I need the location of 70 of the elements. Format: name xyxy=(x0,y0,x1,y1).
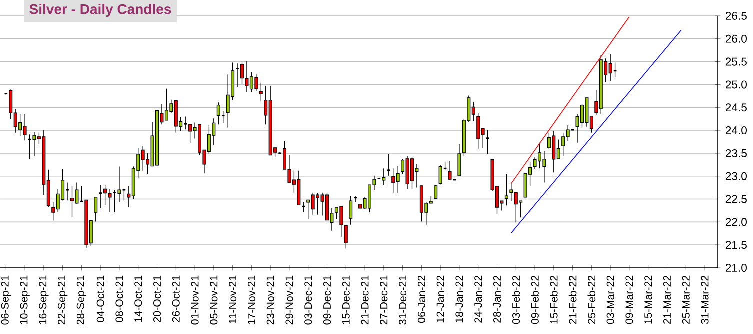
x-tick-label: 24-Jan-22 xyxy=(474,276,482,323)
candlestick xyxy=(122,189,126,201)
candlestick xyxy=(112,190,117,213)
candlestick xyxy=(302,202,306,212)
candlestick xyxy=(448,160,452,181)
x-tick-label: 09-Feb-22 xyxy=(531,276,539,324)
x-tick-label: 31-Mar-22 xyxy=(701,276,709,324)
y-tick-label: 22.5 xyxy=(726,195,747,204)
candlestick xyxy=(349,196,353,226)
x-tick-label: 23-Nov-21 xyxy=(266,276,274,325)
x-tick-label: 28-Jan-22 xyxy=(493,276,502,323)
y-tick-label: 23.5 xyxy=(726,149,747,158)
x-tick-label: 15-Feb-22 xyxy=(550,276,558,324)
x-tick-label: 15-Mar-22 xyxy=(644,276,652,324)
x-tick-label: 21-Mar-22 xyxy=(663,276,672,324)
y-tick-label: 23.0 xyxy=(726,172,747,180)
x-tick-label: 11-Nov-21 xyxy=(229,276,237,324)
y-tick-label: 22.0 xyxy=(726,218,747,226)
y-tick-label: 24.5 xyxy=(726,104,747,112)
x-tick-label: 01-Nov-21 xyxy=(191,276,199,325)
candlestick xyxy=(118,166,122,203)
x-tick-label: 06-Sep-21 xyxy=(1,276,11,325)
x-tick-label: 21-Feb-22 xyxy=(568,276,577,324)
candlestick xyxy=(108,188,112,213)
x-tick-label: 17-Nov-21 xyxy=(248,276,256,324)
x-tick-label: 22-Sep-21 xyxy=(58,276,68,325)
x-tick-label: 16-Sep-21 xyxy=(39,276,49,324)
y-tick-label: 25.5 xyxy=(726,58,747,66)
x-tick-label: 10-Sep-21 xyxy=(20,276,30,324)
y-tick-label: 24.0 xyxy=(726,126,747,135)
x-tick-label: 06-Jan-22 xyxy=(418,276,426,323)
x-tick-label: 14-Oct-21 xyxy=(134,276,142,322)
x-tick-label: 21-Dec-21 xyxy=(361,276,369,325)
x-tick-label: 08-Oct-21 xyxy=(116,276,124,322)
x-tick-label: 12-Jan-22 xyxy=(436,276,444,323)
x-tick-label: 29-Nov-21 xyxy=(286,276,294,325)
x-tick-label: 20-Oct-21 xyxy=(153,276,162,322)
candlestick xyxy=(382,168,386,186)
x-tick-label: 27-Dec-21 xyxy=(380,276,388,325)
candlestick xyxy=(438,165,442,185)
y-tick-label: 26.0 xyxy=(726,34,747,43)
x-tick-label: 05-Nov-21 xyxy=(210,276,218,325)
candlestick xyxy=(458,144,462,176)
candlestick xyxy=(504,174,508,206)
candlestick xyxy=(98,185,103,209)
x-tick-label: 28-Sep-21 xyxy=(76,276,87,325)
candlestick xyxy=(434,185,438,200)
x-tick-label: 04-Oct-21 xyxy=(96,276,104,322)
x-tick-label: 09-Dec-21 xyxy=(323,276,332,325)
y-tick-label: 21.0 xyxy=(726,264,747,272)
chart-title: Silver - Daily Candles xyxy=(30,4,172,18)
x-tick-label: 03-Feb-22 xyxy=(512,276,520,324)
x-tick-label: 25-Mar-22 xyxy=(682,276,690,324)
x-tick-label: 03-Mar-22 xyxy=(606,276,614,324)
x-tick-label: 15-Dec-21 xyxy=(342,276,350,324)
y-tick-label: 21.5 xyxy=(726,241,747,250)
x-tick-label: 18-Jan-22 xyxy=(456,276,464,323)
x-tick-label: 25-Feb-22 xyxy=(588,276,596,324)
candlestick xyxy=(486,130,490,155)
candlestick xyxy=(28,134,32,160)
candlestick xyxy=(386,154,391,176)
x-tick-label: 09-Mar-22 xyxy=(626,276,634,324)
candlestick xyxy=(344,226,348,250)
x-tick-label: 31-Dec-21 xyxy=(399,276,407,325)
y-tick-label: 26.5 xyxy=(726,12,747,20)
candlestick xyxy=(94,197,98,222)
x-tick-label: 03-Dec-21 xyxy=(304,276,312,325)
y-tick-label: 25.0 xyxy=(726,80,747,89)
candlestick xyxy=(70,186,74,218)
x-tick-label: 26-Oct-21 xyxy=(172,276,180,322)
